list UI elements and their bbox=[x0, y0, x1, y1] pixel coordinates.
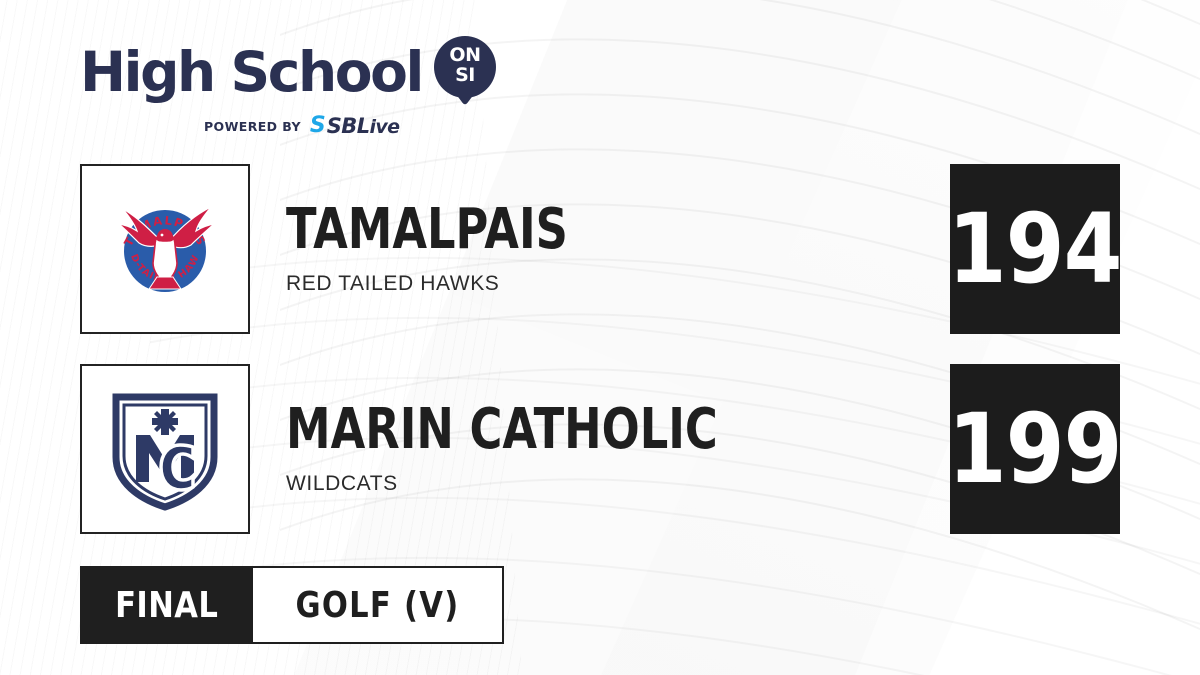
pin-text-line1: ON bbox=[449, 44, 481, 66]
sblive-logo: S SBLive bbox=[310, 115, 400, 137]
game-status-bar: FINAL GOLF (V) bbox=[80, 566, 505, 644]
on-si-pin-icon: ON SI bbox=[433, 36, 496, 108]
sblive-word-upper: SBL bbox=[326, 113, 370, 138]
team-row: MARIN CATHOLIC WILDCATS bbox=[80, 364, 1120, 534]
sblive-mark-icon: S bbox=[309, 113, 326, 138]
team-logo-box: TAMALPAIS RED-TAILED HAWKS bbox=[80, 164, 250, 334]
team-info: TAMALPAIS RED TAILED HAWKS bbox=[286, 202, 1120, 296]
team-logo-box bbox=[80, 364, 250, 534]
team-name: TAMALPAIS bbox=[286, 197, 568, 262]
status-badge-label: FINAL bbox=[115, 584, 219, 626]
team-score: 199 bbox=[948, 393, 1123, 505]
status-badge: FINAL bbox=[80, 566, 254, 644]
team-mascot: WILDCATS bbox=[286, 472, 398, 495]
brand-title: High School bbox=[80, 39, 424, 104]
powered-by-label: POWERED BY bbox=[204, 118, 301, 134]
brand-header: High School ON SI POWERED BY S SBLive bbox=[80, 36, 510, 137]
tamalpais-hawk-logo-icon: TAMALPAIS RED-TAILED HAWKS bbox=[101, 185, 216, 292]
sport-label: GOLF (V) bbox=[295, 584, 460, 626]
team-info: MARIN CATHOLIC WILDCATS bbox=[286, 402, 1120, 496]
sblive-word-lower: ive bbox=[369, 115, 400, 138]
pin-text: ON SI bbox=[434, 45, 496, 85]
team-score: 194 bbox=[948, 193, 1123, 305]
marin-catholic-shield-logo-icon bbox=[112, 393, 218, 511]
team-row: TAMALPAIS RED-TAILED HAWKS TAMALPAIS RED… bbox=[80, 164, 1120, 334]
pin-circle-shape bbox=[433, 36, 496, 98]
team-score-box: 194 bbox=[948, 164, 1123, 334]
pin-text-line2: SI bbox=[455, 64, 475, 86]
sblive-wordmark: SBLive bbox=[326, 113, 400, 138]
team-name: MARIN CATHOLIC bbox=[286, 397, 718, 462]
background-wedge-secondary bbox=[508, 0, 1200, 675]
sport-label-panel: GOLF (V) bbox=[253, 566, 505, 644]
powered-by-row: POWERED BY S SBLive bbox=[204, 115, 510, 137]
team-score-box: 199 bbox=[948, 364, 1123, 534]
team-mascot: RED TAILED HAWKS bbox=[286, 272, 500, 295]
brand-logo-row: High School ON SI bbox=[80, 36, 510, 108]
